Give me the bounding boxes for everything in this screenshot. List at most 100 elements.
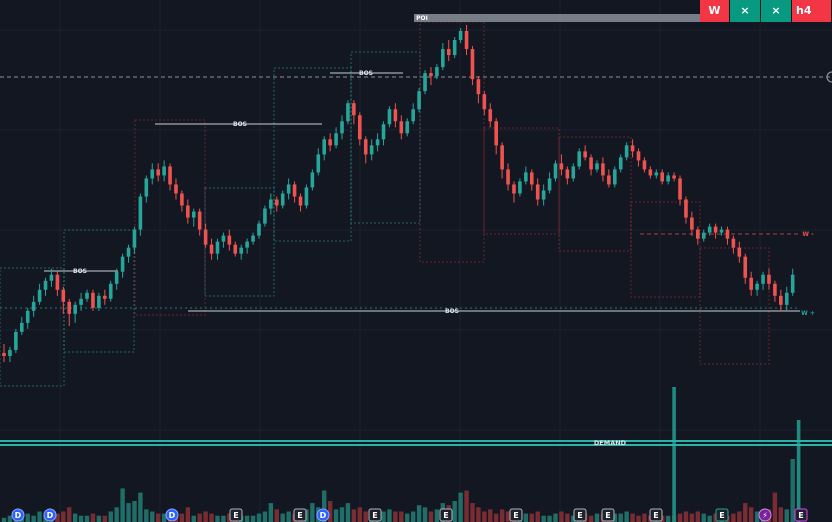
candle-body bbox=[126, 247, 131, 257]
event-markers[interactable]: D D D E E D E E E E E E E ⚡ E bbox=[11, 508, 808, 522]
earnings-marker-icon[interactable] bbox=[601, 508, 615, 522]
candle-body bbox=[541, 190, 546, 200]
candle-body bbox=[257, 223, 261, 236]
candle-body bbox=[369, 145, 374, 155]
candle-body bbox=[589, 157, 593, 170]
volume-bar bbox=[256, 513, 262, 522]
annotation-label: POI bbox=[416, 15, 428, 22]
earnings-marker-icon[interactable] bbox=[715, 508, 729, 522]
dividend-marker-icon[interactable] bbox=[11, 508, 25, 522]
dividend-marker-icon[interactable] bbox=[165, 508, 179, 522]
candle-body bbox=[470, 49, 475, 80]
candle-body bbox=[452, 40, 457, 56]
candle-body bbox=[423, 73, 427, 92]
candle-body bbox=[233, 244, 238, 254]
earnings-marker-icon[interactable] bbox=[293, 508, 307, 522]
candle-body bbox=[203, 229, 208, 245]
chip-close-2[interactable]: × bbox=[761, 0, 792, 22]
candle-body bbox=[630, 145, 635, 152]
volume-bar bbox=[737, 511, 742, 522]
earnings-marker-icon[interactable] bbox=[439, 508, 453, 522]
annotation-label: W + bbox=[801, 310, 815, 317]
volume-bar bbox=[357, 507, 362, 522]
annotation-label: BOS bbox=[73, 268, 87, 275]
candle-body bbox=[298, 196, 303, 206]
volume-bar bbox=[778, 507, 784, 522]
candle-body bbox=[476, 79, 481, 95]
annotation-label: BOS bbox=[445, 308, 459, 315]
volume-bar bbox=[470, 503, 475, 522]
candle-body bbox=[334, 133, 338, 146]
chip-w[interactable]: W bbox=[700, 0, 730, 22]
earnings-marker-icon[interactable] bbox=[649, 508, 663, 522]
event-marker-label: E bbox=[577, 511, 582, 520]
event-marker-label: ⚡ bbox=[762, 511, 768, 520]
candle-body bbox=[19, 322, 24, 332]
volume-bar bbox=[405, 513, 410, 522]
volume-bar bbox=[250, 515, 256, 522]
candle-body bbox=[755, 283, 759, 290]
candle-body bbox=[684, 199, 688, 218]
candle-body bbox=[292, 184, 297, 197]
volume-bar bbox=[351, 509, 357, 522]
annotation-labels: BOS BOS BOS BOS POI DEMAND W - W + bbox=[73, 15, 815, 447]
volume-bar bbox=[155, 513, 161, 522]
volume-bar bbox=[754, 511, 760, 522]
split-marker-icon[interactable] bbox=[758, 508, 772, 522]
candle-body bbox=[227, 235, 232, 245]
earnings-marker-icon[interactable] bbox=[368, 508, 382, 522]
candle-body bbox=[43, 280, 48, 290]
earnings-marker-icon[interactable] bbox=[573, 508, 587, 522]
volume-spike bbox=[796, 420, 801, 522]
dividend-marker-icon[interactable] bbox=[43, 508, 57, 522]
candle-body bbox=[571, 166, 576, 179]
volume-bar bbox=[381, 511, 386, 522]
candle-body bbox=[174, 184, 178, 194]
candle-body bbox=[132, 229, 137, 248]
candle-body bbox=[779, 295, 783, 305]
volume-bar bbox=[221, 515, 226, 522]
order-block-zone bbox=[699, 247, 770, 365]
candle-body bbox=[731, 238, 736, 248]
volume-bar bbox=[150, 511, 155, 522]
order-block-zone bbox=[273, 67, 352, 242]
volume-bar bbox=[7, 515, 13, 522]
volume-bar bbox=[114, 507, 119, 522]
candle-body bbox=[524, 172, 528, 182]
candle-body bbox=[654, 172, 659, 176]
earnings-marker-icon[interactable] bbox=[509, 508, 523, 522]
candle-body bbox=[375, 139, 380, 146]
volume-bar bbox=[209, 513, 214, 522]
candle-body bbox=[381, 124, 386, 140]
candle-body bbox=[108, 283, 113, 299]
candle-body bbox=[660, 172, 665, 182]
candle-body bbox=[761, 274, 765, 284]
volume-bar bbox=[84, 515, 90, 522]
volume-bar bbox=[701, 513, 706, 522]
candle-body bbox=[790, 274, 795, 293]
candle-body bbox=[678, 178, 682, 200]
volume-bar bbox=[215, 515, 220, 522]
chip-h4[interactable]: h4 bbox=[792, 0, 832, 22]
candle-body bbox=[274, 199, 279, 206]
dividend-marker-icon[interactable] bbox=[316, 508, 330, 522]
candle-body bbox=[49, 274, 54, 281]
event-marker-label: E bbox=[513, 511, 518, 520]
order-block-zone bbox=[558, 136, 632, 252]
earnings-marker-icon[interactable] bbox=[794, 508, 808, 522]
volume-bar bbox=[37, 511, 42, 522]
indicator-chip-bar: W × × h4 bbox=[700, 0, 832, 22]
chip-close-1[interactable]: × bbox=[730, 0, 761, 22]
candle-body bbox=[707, 226, 712, 233]
volume-bar bbox=[339, 507, 345, 522]
order-block-zone bbox=[0, 267, 65, 387]
candle-body bbox=[488, 109, 493, 122]
volume-bar bbox=[482, 511, 487, 522]
volume-bar bbox=[90, 513, 96, 522]
candle-body bbox=[138, 196, 143, 230]
volume-bar bbox=[144, 509, 149, 522]
candle-body bbox=[429, 73, 433, 77]
earnings-marker-icon[interactable] bbox=[229, 508, 243, 522]
